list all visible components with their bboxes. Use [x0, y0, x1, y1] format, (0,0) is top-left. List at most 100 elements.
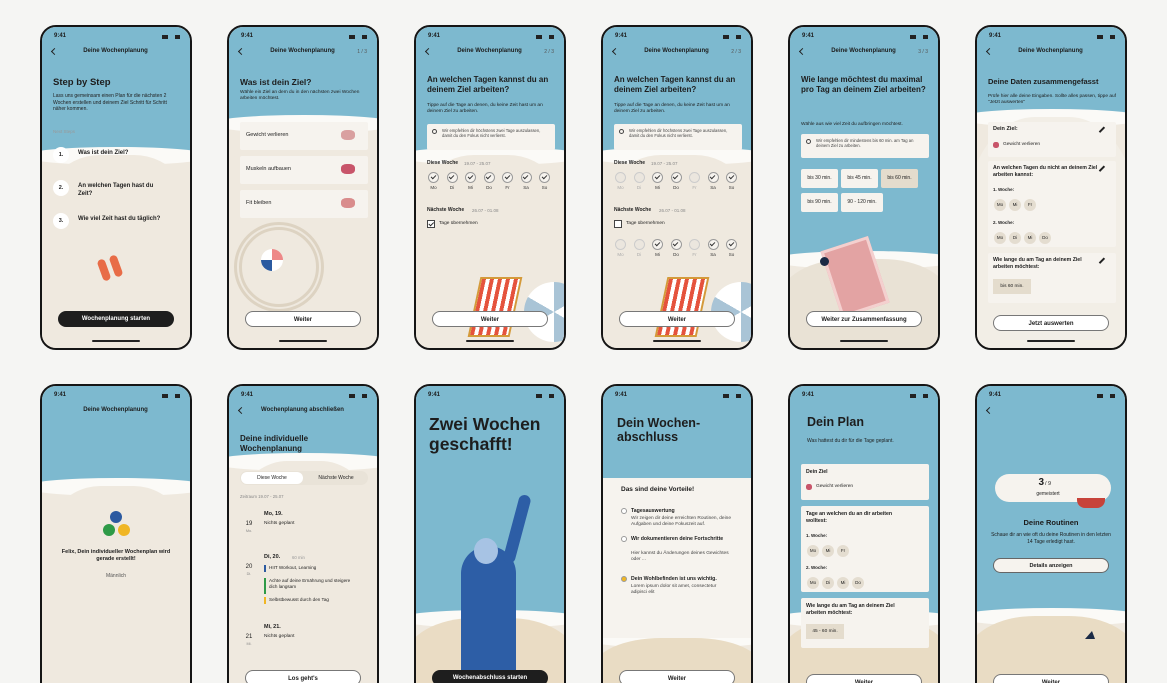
primary-button[interactable]: Weiter: [619, 311, 735, 327]
status-icons: [723, 394, 741, 398]
goal-option[interactable]: Muskeln aufbauen: [246, 166, 291, 172]
day-date: Mo, 19.: [264, 511, 283, 517]
nav-title: Deine Wochenplanung: [457, 48, 522, 54]
step-number: 2.: [53, 180, 69, 196]
week-label: Nächste Woche: [427, 207, 465, 213]
week-label: Diese Woche: [614, 160, 646, 166]
day-circle[interactable]: [520, 172, 532, 183]
sky: [42, 386, 190, 486]
status-time: 9:41: [241, 392, 254, 398]
details-link[interactable]: Details anzeigen: [993, 558, 1109, 573]
checkbox[interactable]: [427, 220, 435, 228]
status-time: 9:41: [428, 392, 441, 398]
nav-title: Deine Wochenplanung: [644, 48, 709, 54]
day-circle[interactable]: [615, 172, 626, 183]
day-circle[interactable]: [689, 172, 700, 183]
goal-icon: [341, 164, 355, 174]
day-circle[interactable]: [670, 172, 682, 183]
day-circle[interactable]: [502, 172, 513, 183]
progress: 3 / 3: [918, 49, 928, 55]
week-label: 2. Woche:: [993, 220, 1015, 225]
time-option[interactable]: 90 - 120 min.: [841, 193, 883, 212]
loading-message: Felix, Dein individueller Wochenplan wir…: [61, 549, 171, 563]
primary-button[interactable]: Weiter: [619, 670, 735, 683]
primary-button[interactable]: Wochenplanung starten: [58, 311, 174, 327]
status-time: 9:41: [615, 33, 628, 39]
primary-button[interactable]: Jetzt auswerten: [993, 315, 1109, 331]
sand: [229, 461, 377, 683]
day-circle[interactable]: [652, 172, 663, 183]
goal-option[interactable]: Fit bleiben: [246, 200, 272, 206]
summary-label: Dein Ziel: [806, 469, 828, 475]
body-text: Wähle aus wie viel Zeit du aufbringen mö…: [801, 122, 903, 127]
time-chip: 45 - 60 min.: [806, 624, 844, 639]
bullet: [621, 576, 627, 582]
day-circle[interactable]: [428, 172, 439, 183]
phone-screen: 9:41 Deine Wochenplanung 2 / 3 An welchen T…: [601, 25, 753, 350]
progress: 2 / 3: [731, 49, 741, 55]
day-label: Mi: [655, 252, 660, 257]
body-text: Prüfe hier alle deine Eingaben. Sollte a…: [988, 94, 1117, 106]
day-circle[interactable]: [726, 172, 737, 183]
score-card: [995, 474, 1111, 502]
phone-screen: 9:41 Deine Wochenplanung 3 / 3 Wie lange mö…: [788, 25, 940, 350]
time-chip: bis 60 min.: [993, 279, 1031, 294]
time-option[interactable]: bis 45 min.: [841, 169, 878, 188]
heading: Dein Plan: [807, 415, 864, 429]
day-circle[interactable]: [483, 172, 495, 183]
card: [988, 122, 1116, 157]
day-circle[interactable]: [633, 239, 645, 250]
notice-text: Wir empfehlen dir höchstens zwei Tage au…: [629, 128, 728, 139]
day-number: 19: [245, 521, 253, 527]
week-label: Nächste Woche: [614, 207, 652, 213]
day-circle[interactable]: [707, 172, 719, 183]
primary-button[interactable]: Los geht's: [245, 670, 361, 683]
primary-button[interactable]: Wochenabschluss starten: [432, 670, 548, 683]
status-time: 9:41: [615, 392, 628, 398]
time-option[interactable]: bis 60 min.: [881, 169, 918, 188]
primary-button[interactable]: Weiter: [993, 674, 1109, 683]
status-time: 9:41: [802, 33, 815, 39]
day-circle[interactable]: [446, 172, 458, 183]
phone-screen: 9:41 Dein Plan Was hattest du dir für die …: [788, 384, 940, 683]
day-circle[interactable]: [465, 172, 476, 183]
summary-value: Gewicht verlieren: [816, 484, 854, 489]
goal-icon: [806, 484, 812, 490]
sand: [977, 616, 1125, 683]
day-label: Sa: [710, 252, 716, 257]
day-circle[interactable]: [726, 239, 737, 250]
primary-button[interactable]: Weiter: [432, 311, 548, 327]
card: [801, 598, 929, 648]
day-circle[interactable]: [670, 239, 682, 250]
body-text: Schaue dir an wie oft du deine Routinen …: [991, 532, 1111, 545]
day-label: Fr: [692, 185, 697, 190]
phone-screen: 9:41 Deine Wochenplanung Felix, Dein indiv…: [40, 384, 192, 683]
day-circle[interactable]: [615, 239, 626, 250]
goal-option[interactable]: Gewicht verlieren: [246, 132, 289, 138]
day-circle[interactable]: [707, 239, 719, 250]
primary-button[interactable]: Weiter: [245, 311, 361, 327]
checkbox[interactable]: [614, 220, 622, 228]
time-option[interactable]: bis 30 min.: [801, 169, 838, 188]
primary-button[interactable]: Weiter zur Zusammenfassung: [806, 311, 922, 327]
day-circle[interactable]: [689, 239, 700, 250]
day-label: Di: [636, 252, 642, 257]
heading: Was ist dein Ziel?: [240, 77, 312, 87]
day-circle[interactable]: [539, 172, 550, 183]
score-label: gemeistert: [1036, 491, 1060, 497]
tab[interactable]: Nächste Woche: [318, 475, 354, 481]
time-option[interactable]: bis 90 min.: [801, 193, 838, 212]
tab-active[interactable]: Diese Woche: [241, 472, 303, 484]
heading: Zwei Wochen geschafft!: [429, 414, 541, 455]
beach-ball: [261, 249, 283, 271]
primary-button[interactable]: Weiter: [806, 674, 922, 683]
day-label: Mi: [655, 185, 660, 190]
steps-label: Next Steps: [53, 129, 76, 134]
day-circle[interactable]: [633, 172, 645, 183]
status-time: 9:41: [54, 33, 67, 39]
benefit-text: Wir zeigen dir deine erreichten Routinen…: [631, 516, 731, 528]
phone-screen: 9:41 Deine Wochenplanung Deine Daten zusam…: [975, 25, 1127, 350]
card: [427, 124, 555, 150]
day-label: Mo: [430, 185, 437, 190]
day-circle[interactable]: [652, 239, 663, 250]
